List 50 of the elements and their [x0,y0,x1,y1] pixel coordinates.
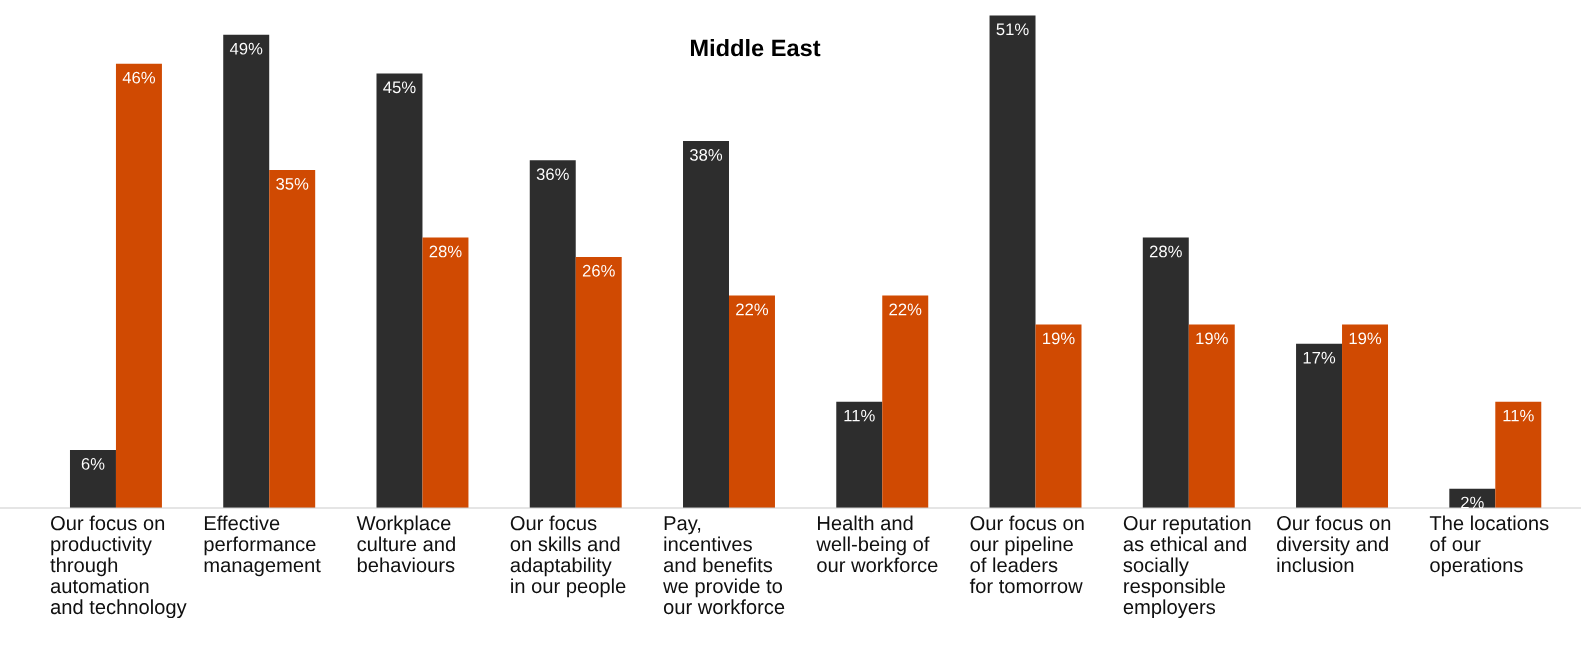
bar [989,15,1036,508]
data-label: 46% [122,71,156,84]
bar [529,160,576,508]
x-tick-label: The locations of our operations [1429,515,1549,577]
data-label: 19% [1196,332,1228,345]
bar [376,73,423,508]
bar [269,170,316,508]
x-tick-label: Our focus on our pipeline of leaders for tomorrow [969,515,1084,594]
data-label: 28% [1149,245,1182,258]
data-label: 2% [1461,496,1484,509]
x-tick-label: Our focus on skills and adaptability in our people [510,515,626,598]
data-label: 22% [736,303,769,316]
bar [1342,324,1389,508]
x-tick-label: Our focus on productivity through automation and technology [50,515,187,619]
data-label: 19% [1043,332,1075,345]
data-label: 22% [889,303,922,316]
bar [1142,237,1189,508]
data-label: 28% [429,245,462,258]
data-label: 35% [276,177,309,190]
data-label: 51% [996,23,1029,36]
data-label: 19% [1349,332,1382,345]
bar [69,450,116,508]
bar [1035,324,1082,508]
bar [1495,401,1542,508]
bar [115,63,162,508]
x-tick-label: Health and well-being of our workforce [816,515,938,573]
x-tick-label: Workplace culture and behaviours [356,515,455,573]
x-tick-label: Pay, incentives and benefits we provide to our workforce [663,516,785,615]
bar [683,141,729,508]
bar [223,34,270,508]
data-label: 11% [844,409,875,422]
bar [1296,343,1343,508]
data-label: 11% [1503,409,1534,422]
text: Middle East [690,39,821,57]
bar [882,295,929,508]
bar [1188,324,1235,508]
bar [728,295,775,508]
bar [422,237,469,508]
data-label: 38% [689,148,723,161]
bar [836,401,883,508]
data-label: 49% [229,42,263,55]
bar [575,256,622,508]
x-tick-label: Our reputation as ethical and socially responsible employers [1123,515,1251,619]
data-label: 17% [1303,351,1336,364]
data-label: 45% [383,81,416,94]
data-label: 36% [536,168,569,181]
data-label: 6% [81,458,105,470]
x-tick-label: Our focus on diversity and inclusion [1276,515,1391,573]
data-label: 26% [582,264,615,277]
x-tick-label: Effective performance management [204,515,321,577]
